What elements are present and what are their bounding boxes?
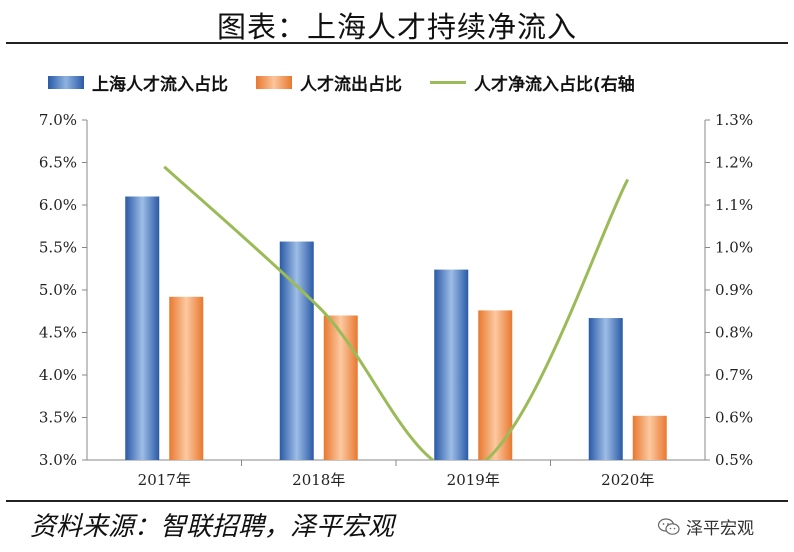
y-right-tick-label: 0.6% <box>715 409 753 427</box>
y-left-tick-label: 3.5% <box>39 409 77 427</box>
y-right-tick-label: 1.0% <box>715 239 753 257</box>
brand-watermark: 泽平宏观 <box>658 514 754 539</box>
x-tick-label: 2017年 <box>138 471 191 489</box>
y-left-tick-label: 6.0% <box>39 196 77 214</box>
legend-label-outflow: 人才流出占比 <box>300 75 402 95</box>
wechat-icon <box>658 517 680 535</box>
bar-outflow <box>632 415 667 460</box>
source-note: 资料来源：智联招聘，泽平宏观 <box>30 512 395 542</box>
legend-swatch-outflow <box>256 76 292 89</box>
y-right-tick-label: 0.5% <box>715 451 753 469</box>
bar-outflow <box>323 315 358 460</box>
y-right-tick-label: 0.8% <box>715 324 753 342</box>
brand-label: 泽平宏观 <box>686 519 754 539</box>
bar-inflow <box>125 196 160 460</box>
y-left-tick-label: 5.5% <box>39 239 77 257</box>
legend-swatch-inflow <box>48 76 84 89</box>
y-right-tick-label: 1.3% <box>715 111 753 129</box>
legend-item-outflow: 人才流出占比 <box>256 70 402 95</box>
x-tick-label: 2019年 <box>447 471 500 489</box>
y-right-tick-label: 1.2% <box>715 154 753 172</box>
bar-outflow <box>169 296 204 460</box>
legend-label-inflow: 上海人才流入占比 <box>92 75 228 95</box>
chart-legend: 上海人才流入占比 人才流出占比 人才净流入占比(右轴 <box>48 70 663 95</box>
y-left-tick-label: 5.0% <box>39 281 77 299</box>
legend-item-inflow: 上海人才流入占比 <box>48 70 228 95</box>
y-left-tick-label: 6.5% <box>39 154 77 172</box>
legend-swatch-net <box>430 81 466 84</box>
y-left-tick-label: 7.0% <box>39 111 77 129</box>
title-divider <box>6 42 788 44</box>
x-tick-label: 2020年 <box>601 471 654 489</box>
y-right-tick-label: 1.1% <box>715 196 753 214</box>
y-left-tick-label: 4.0% <box>39 366 77 384</box>
bar-inflow <box>279 241 314 460</box>
bar-inflow <box>588 318 623 460</box>
legend-label-net: 人才净流入占比(右轴 <box>474 75 635 95</box>
y-left-tick-label: 3.0% <box>39 451 77 469</box>
legend-item-net: 人才净流入占比(右轴 <box>430 70 635 95</box>
y-right-tick-label: 0.9% <box>715 281 753 299</box>
page-title: 图表：上海人才持续净流入 <box>216 10 577 44</box>
y-left-tick-label: 4.5% <box>39 324 77 342</box>
line-net-inflow <box>163 165 630 460</box>
footer-divider <box>6 500 788 502</box>
bar-inflow <box>434 269 469 460</box>
y-right-tick-label: 0.7% <box>715 366 753 384</box>
x-tick-label: 2018年 <box>292 471 345 489</box>
